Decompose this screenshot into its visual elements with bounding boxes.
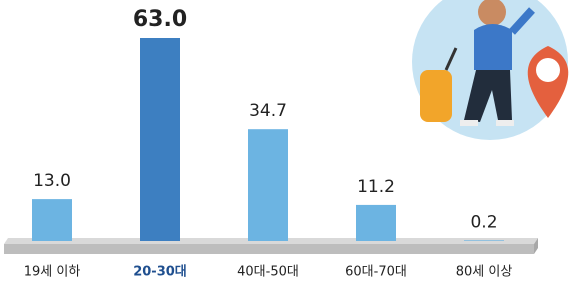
bar <box>464 240 504 241</box>
value-label: 34.7 <box>249 101 287 121</box>
chart: 13.0 19세 이하 63.0 20-30대 34.7 40대-50대 11.2 60대-7… <box>0 0 586 288</box>
bar <box>356 205 396 241</box>
value-label: 63.0 <box>133 7 187 32</box>
illustration <box>412 0 568 140</box>
value-label: 13.0 <box>33 171 71 191</box>
x-tick-label: 19세 이하 <box>24 265 81 280</box>
value-label: 11.2 <box>357 177 395 197</box>
bar <box>32 199 72 241</box>
x-tick-label: 20-30대 <box>133 265 187 280</box>
x-tick-label: 40대-50대 <box>237 265 299 280</box>
x-tick-label: 60대-70대 <box>345 265 407 280</box>
bar <box>248 129 288 241</box>
x-tick-label: 80세 이상 <box>456 265 513 280</box>
value-label: 0.2 <box>470 212 497 232</box>
bar <box>140 38 180 241</box>
